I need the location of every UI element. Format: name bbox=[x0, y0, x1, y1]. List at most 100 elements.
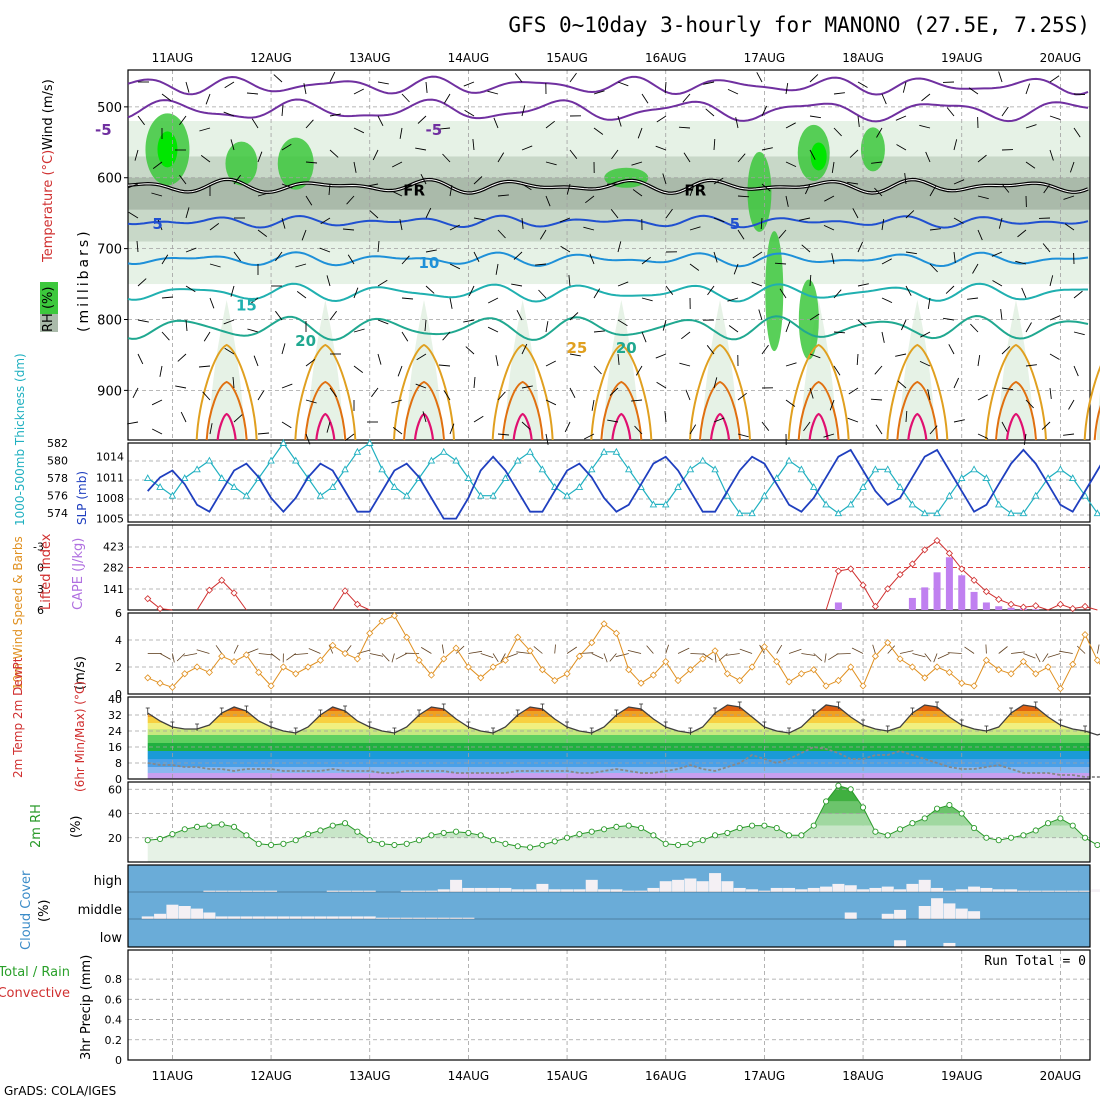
cloud-bar-high bbox=[400, 890, 413, 892]
temp-contour-35 bbox=[315, 412, 336, 441]
wind-barb bbox=[179, 174, 187, 185]
thickness-point bbox=[760, 491, 769, 499]
thickness-point bbox=[698, 456, 707, 464]
wind-speed-point bbox=[797, 670, 805, 678]
wind-barb bbox=[516, 309, 523, 321]
wind-barb bbox=[545, 195, 551, 207]
cloud-bar-high bbox=[487, 887, 500, 892]
wind-barb bbox=[991, 251, 1003, 257]
wind-barb bbox=[161, 331, 170, 341]
thickness-point bbox=[748, 509, 756, 517]
wind-barb bbox=[329, 310, 337, 321]
wind-barb bbox=[929, 228, 941, 231]
cloud-frame bbox=[127, 864, 1091, 948]
rh2m-point bbox=[1069, 822, 1076, 829]
thickness-point bbox=[982, 474, 991, 482]
wind-barb bbox=[305, 399, 317, 404]
top-date-label: 18AUG bbox=[842, 51, 884, 65]
slp-tick: 1005 bbox=[96, 513, 124, 526]
wind-barb bbox=[607, 419, 619, 423]
wind-barb bbox=[801, 244, 811, 253]
cloud-bar-middle bbox=[215, 916, 228, 919]
wind-barb bbox=[391, 161, 403, 168]
rh2m-point bbox=[144, 837, 151, 844]
cape-bar bbox=[908, 597, 916, 610]
wind-speed-point bbox=[514, 633, 522, 641]
cloud-bar-middle bbox=[154, 913, 167, 919]
cloud-bar-high bbox=[931, 887, 944, 892]
pressure-tick-labels: 500 600 700 800 900 bbox=[97, 101, 128, 399]
wind-speed-point bbox=[292, 670, 300, 678]
wind-barb bbox=[246, 92, 259, 95]
bottom-date-label: 12AUG bbox=[250, 1069, 292, 1083]
cloud-bar-high bbox=[968, 886, 981, 892]
temp-tick: 32 bbox=[108, 709, 122, 722]
lifted-index-point bbox=[1056, 600, 1064, 608]
wind-speed-point bbox=[156, 679, 164, 687]
wind-barb bbox=[905, 410, 908, 423]
cloud-bar-high bbox=[339, 890, 352, 892]
thickness-point bbox=[526, 447, 534, 455]
contour-labels: -5 -5 FR FR 5 5 10 15 20 25 20 bbox=[95, 121, 740, 357]
wind-barb bbox=[420, 173, 427, 185]
wind-barb bbox=[752, 251, 763, 259]
wind-speed-point bbox=[748, 663, 756, 671]
lifted-index-point bbox=[970, 576, 978, 584]
thickness-point bbox=[1068, 474, 1077, 482]
wind-barb bbox=[1000, 309, 1003, 321]
surface-wind-barb bbox=[233, 644, 239, 654]
wind-barb bbox=[977, 394, 988, 401]
cloud-bar-middle bbox=[302, 916, 315, 919]
cloud-bar-high bbox=[1079, 890, 1092, 892]
surface-wind-barb bbox=[665, 644, 669, 654]
cloud-bar-middle bbox=[918, 906, 931, 919]
wind-barb bbox=[617, 319, 628, 327]
wind-barb bbox=[617, 81, 629, 87]
cloud-level-label: middle bbox=[78, 903, 122, 918]
wind-barb bbox=[968, 87, 979, 95]
cloud-bar-high bbox=[511, 889, 524, 892]
wind-barb bbox=[1069, 161, 1075, 173]
cloud-unit: (%) bbox=[37, 900, 52, 923]
wind-speed-point bbox=[218, 652, 226, 660]
temp-contour-25 bbox=[491, 343, 554, 441]
wind-barb bbox=[152, 161, 163, 169]
surface-wind-barb bbox=[788, 648, 802, 654]
thickness-point bbox=[772, 474, 781, 482]
surface-wind-barb bbox=[702, 653, 713, 661]
rh2m-point bbox=[502, 840, 509, 847]
wind-barb bbox=[953, 179, 965, 185]
rh2m-point bbox=[1032, 827, 1039, 834]
wind-barbs bbox=[127, 71, 1086, 446]
slp-tick: 1008 bbox=[96, 492, 124, 505]
rh2m-point bbox=[662, 840, 669, 847]
lifted-index-point bbox=[205, 586, 213, 594]
thickness-point bbox=[649, 500, 658, 508]
cloud-bar-high bbox=[659, 881, 672, 892]
surface-wind-barb bbox=[159, 653, 171, 660]
cloud-bar-high bbox=[906, 883, 919, 892]
surface-wind-barb bbox=[441, 644, 445, 654]
bottom-date-labels: 11AUG 12AUG 13AUG 14AUG 15AUG 16AUG 17AUG 18AUG… bbox=[152, 1069, 1082, 1083]
wind-barb bbox=[161, 296, 174, 299]
wind-barb bbox=[857, 81, 868, 88]
thickness-point bbox=[661, 500, 670, 508]
wind-barb bbox=[705, 108, 715, 117]
wind-barb bbox=[970, 323, 979, 333]
lifted-index-point bbox=[908, 560, 916, 568]
lifted-index-point bbox=[230, 589, 238, 597]
wind-speed-point bbox=[242, 651, 250, 659]
thickness-point bbox=[328, 482, 337, 490]
wind-barb bbox=[569, 353, 581, 357]
wind-barb bbox=[761, 344, 769, 355]
precip-axis-label: 3hr Precip (mm) bbox=[79, 955, 94, 1060]
rh2m-point bbox=[995, 837, 1002, 844]
wind-barb bbox=[761, 421, 770, 431]
thickness-point bbox=[156, 482, 164, 490]
wind-barb bbox=[655, 145, 667, 151]
surface-wind-barb bbox=[357, 649, 371, 654]
wind-barb bbox=[593, 330, 605, 333]
wind-barb bbox=[689, 226, 701, 231]
wind-barb bbox=[833, 365, 841, 376]
rh2m-point bbox=[527, 844, 534, 851]
